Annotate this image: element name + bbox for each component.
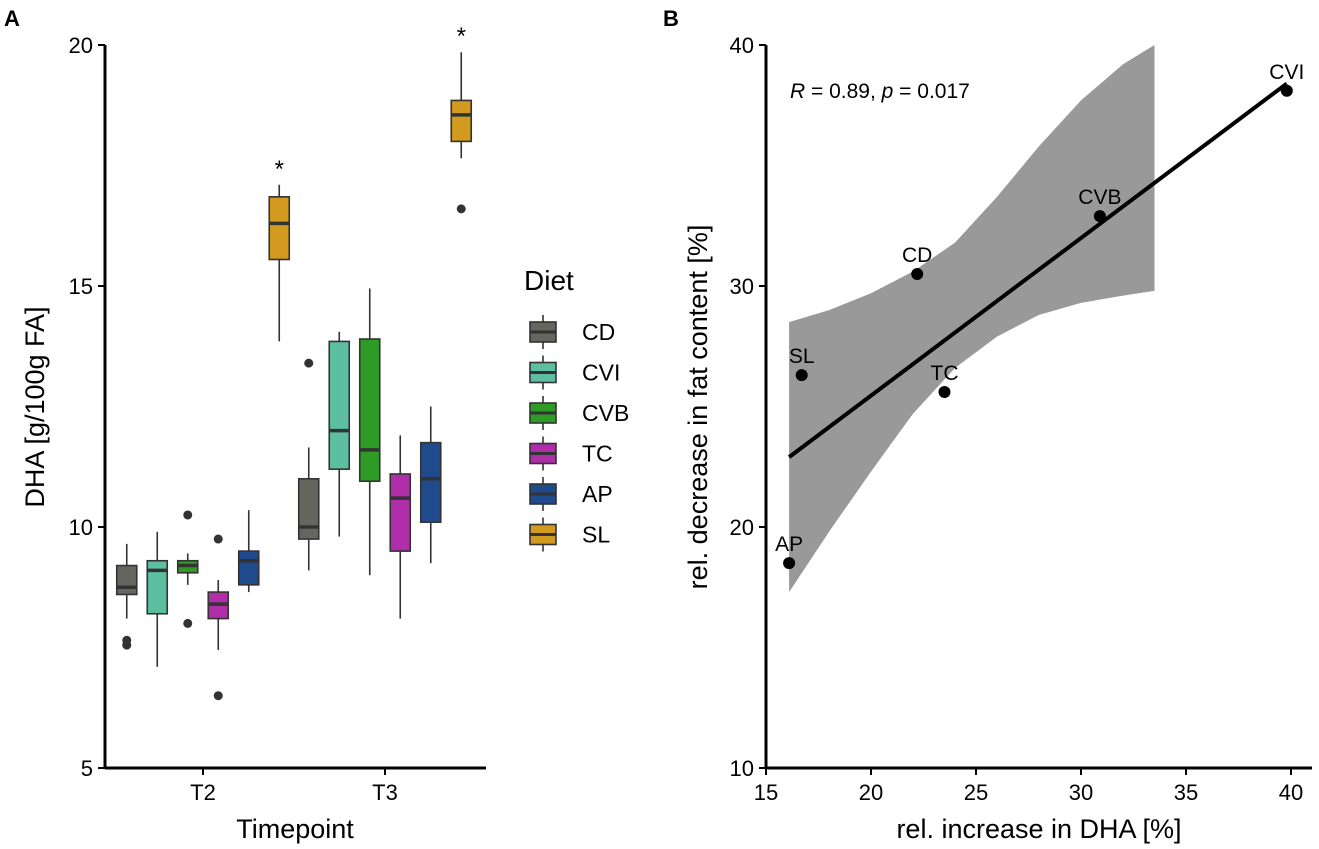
- box-sl-t2-significance: *: [275, 156, 284, 183]
- box-cvb-t2-outlier-1: [183, 618, 193, 628]
- point-cvi: [1280, 84, 1293, 97]
- box-tc-t2-outlier-0: [213, 534, 223, 544]
- point-ap: [783, 557, 796, 570]
- y-tick-label-5: 5: [81, 756, 93, 781]
- box-sl-t3-outlier-0: [456, 204, 466, 214]
- point-label-sl: SL: [789, 345, 815, 368]
- box-cvb-t3: [358, 338, 381, 483]
- box-cvi-t3: [328, 340, 351, 470]
- legend: CD CVI CVB TC AP SL: [529, 315, 629, 552]
- panel-b-label: B: [663, 6, 679, 31]
- legend-label-tc: TC: [582, 441, 613, 467]
- box-sl-t3-significance: *: [457, 23, 466, 50]
- y-tick-label-20: 20: [69, 33, 93, 58]
- x-tick-label-35: 35: [1174, 780, 1198, 805]
- regression-line: [787, 81, 1289, 459]
- box-ap-t2: [237, 550, 260, 586]
- y-tick-label-40: 40: [730, 33, 754, 58]
- y-tick-label-15: 15: [69, 274, 93, 299]
- panel-a-label: A: [4, 6, 20, 31]
- x-tick-label-T3: T3: [372, 780, 398, 805]
- box-tc-t2-outlier-1: [213, 691, 223, 701]
- panel-a-x-axis-label: Timepoint: [236, 814, 354, 844]
- panel-a-plot-area: 5 10 15 20 T2 T3 * *: [69, 23, 473, 805]
- box-cd-t2: [115, 564, 138, 596]
- box-cd-t2-outlier-1: [122, 635, 132, 645]
- legend-label-ap: AP: [582, 481, 613, 507]
- legend-label-cvb: CVB: [582, 400, 629, 426]
- x-tick-label-15: 15: [754, 780, 778, 805]
- legend-label-cvi: CVI: [582, 360, 620, 386]
- point-tc: [938, 386, 951, 399]
- r-value: = 0.89,: [805, 80, 881, 103]
- box-sl-t2: [268, 196, 291, 261]
- legend-label-sl: SL: [582, 522, 610, 548]
- x-tick-label-20: 20: [859, 780, 883, 805]
- point-cvb: [1093, 210, 1106, 223]
- panel-b-plot-area: 15 20 25 30 35 40 10 20 30 40 CVI CVB CD SL TC AP: [730, 33, 1305, 805]
- y-tick-label-20: 20: [730, 515, 754, 540]
- y-tick-label-10: 10: [730, 756, 754, 781]
- x-tick-label-T2: T2: [190, 780, 216, 805]
- panel-b-y-axis-label: rel. decrease in fat content [%]: [683, 225, 713, 590]
- box-cd-t3: [297, 477, 320, 540]
- panel-a-y-axis-label: DHA [g/100g FA]: [20, 306, 50, 507]
- panel-b: B 15 20 25 30 35 40 10 20 30 40 CVI CVB CD SL TC AP R =…: [663, 6, 1312, 844]
- box-cd-t3-outlier-0: [304, 358, 314, 368]
- r-symbol: R: [790, 80, 805, 103]
- box-cvi-t2: [146, 559, 169, 615]
- panel-a: A 5 10 15 20 T2 T3 * * Timepoint DHA [g/100g FA…: [4, 6, 629, 844]
- point-label-ap: AP: [775, 533, 803, 556]
- box-ap-t3: [419, 441, 442, 523]
- legend-title: Diet: [524, 265, 574, 296]
- point-label-cvb: CVB: [1078, 186, 1121, 209]
- point-label-cvi: CVI: [1269, 61, 1304, 84]
- correlation-annotation: R = 0.89, p = 0.017: [790, 80, 970, 103]
- point-cd: [911, 267, 924, 280]
- point-sl: [795, 369, 808, 382]
- legend-label-cd: CD: [582, 319, 615, 345]
- point-label-cd: CD: [902, 244, 932, 267]
- x-tick-label-40: 40: [1279, 780, 1303, 805]
- y-tick-label-10: 10: [69, 515, 93, 540]
- box-sl-t3: [450, 99, 473, 143]
- p-value: = 0.017: [893, 80, 969, 103]
- box-tc-t3: [389, 473, 412, 552]
- panel-b-x-axis-label: rel. increase in DHA [%]: [896, 814, 1181, 844]
- x-tick-label-25: 25: [964, 780, 988, 805]
- p-symbol: p: [881, 80, 894, 103]
- box-cvb-t2-outlier-0: [183, 510, 193, 520]
- y-tick-label-30: 30: [730, 274, 754, 299]
- point-label-tc: TC: [931, 362, 959, 385]
- x-tick-label-30: 30: [1069, 780, 1093, 805]
